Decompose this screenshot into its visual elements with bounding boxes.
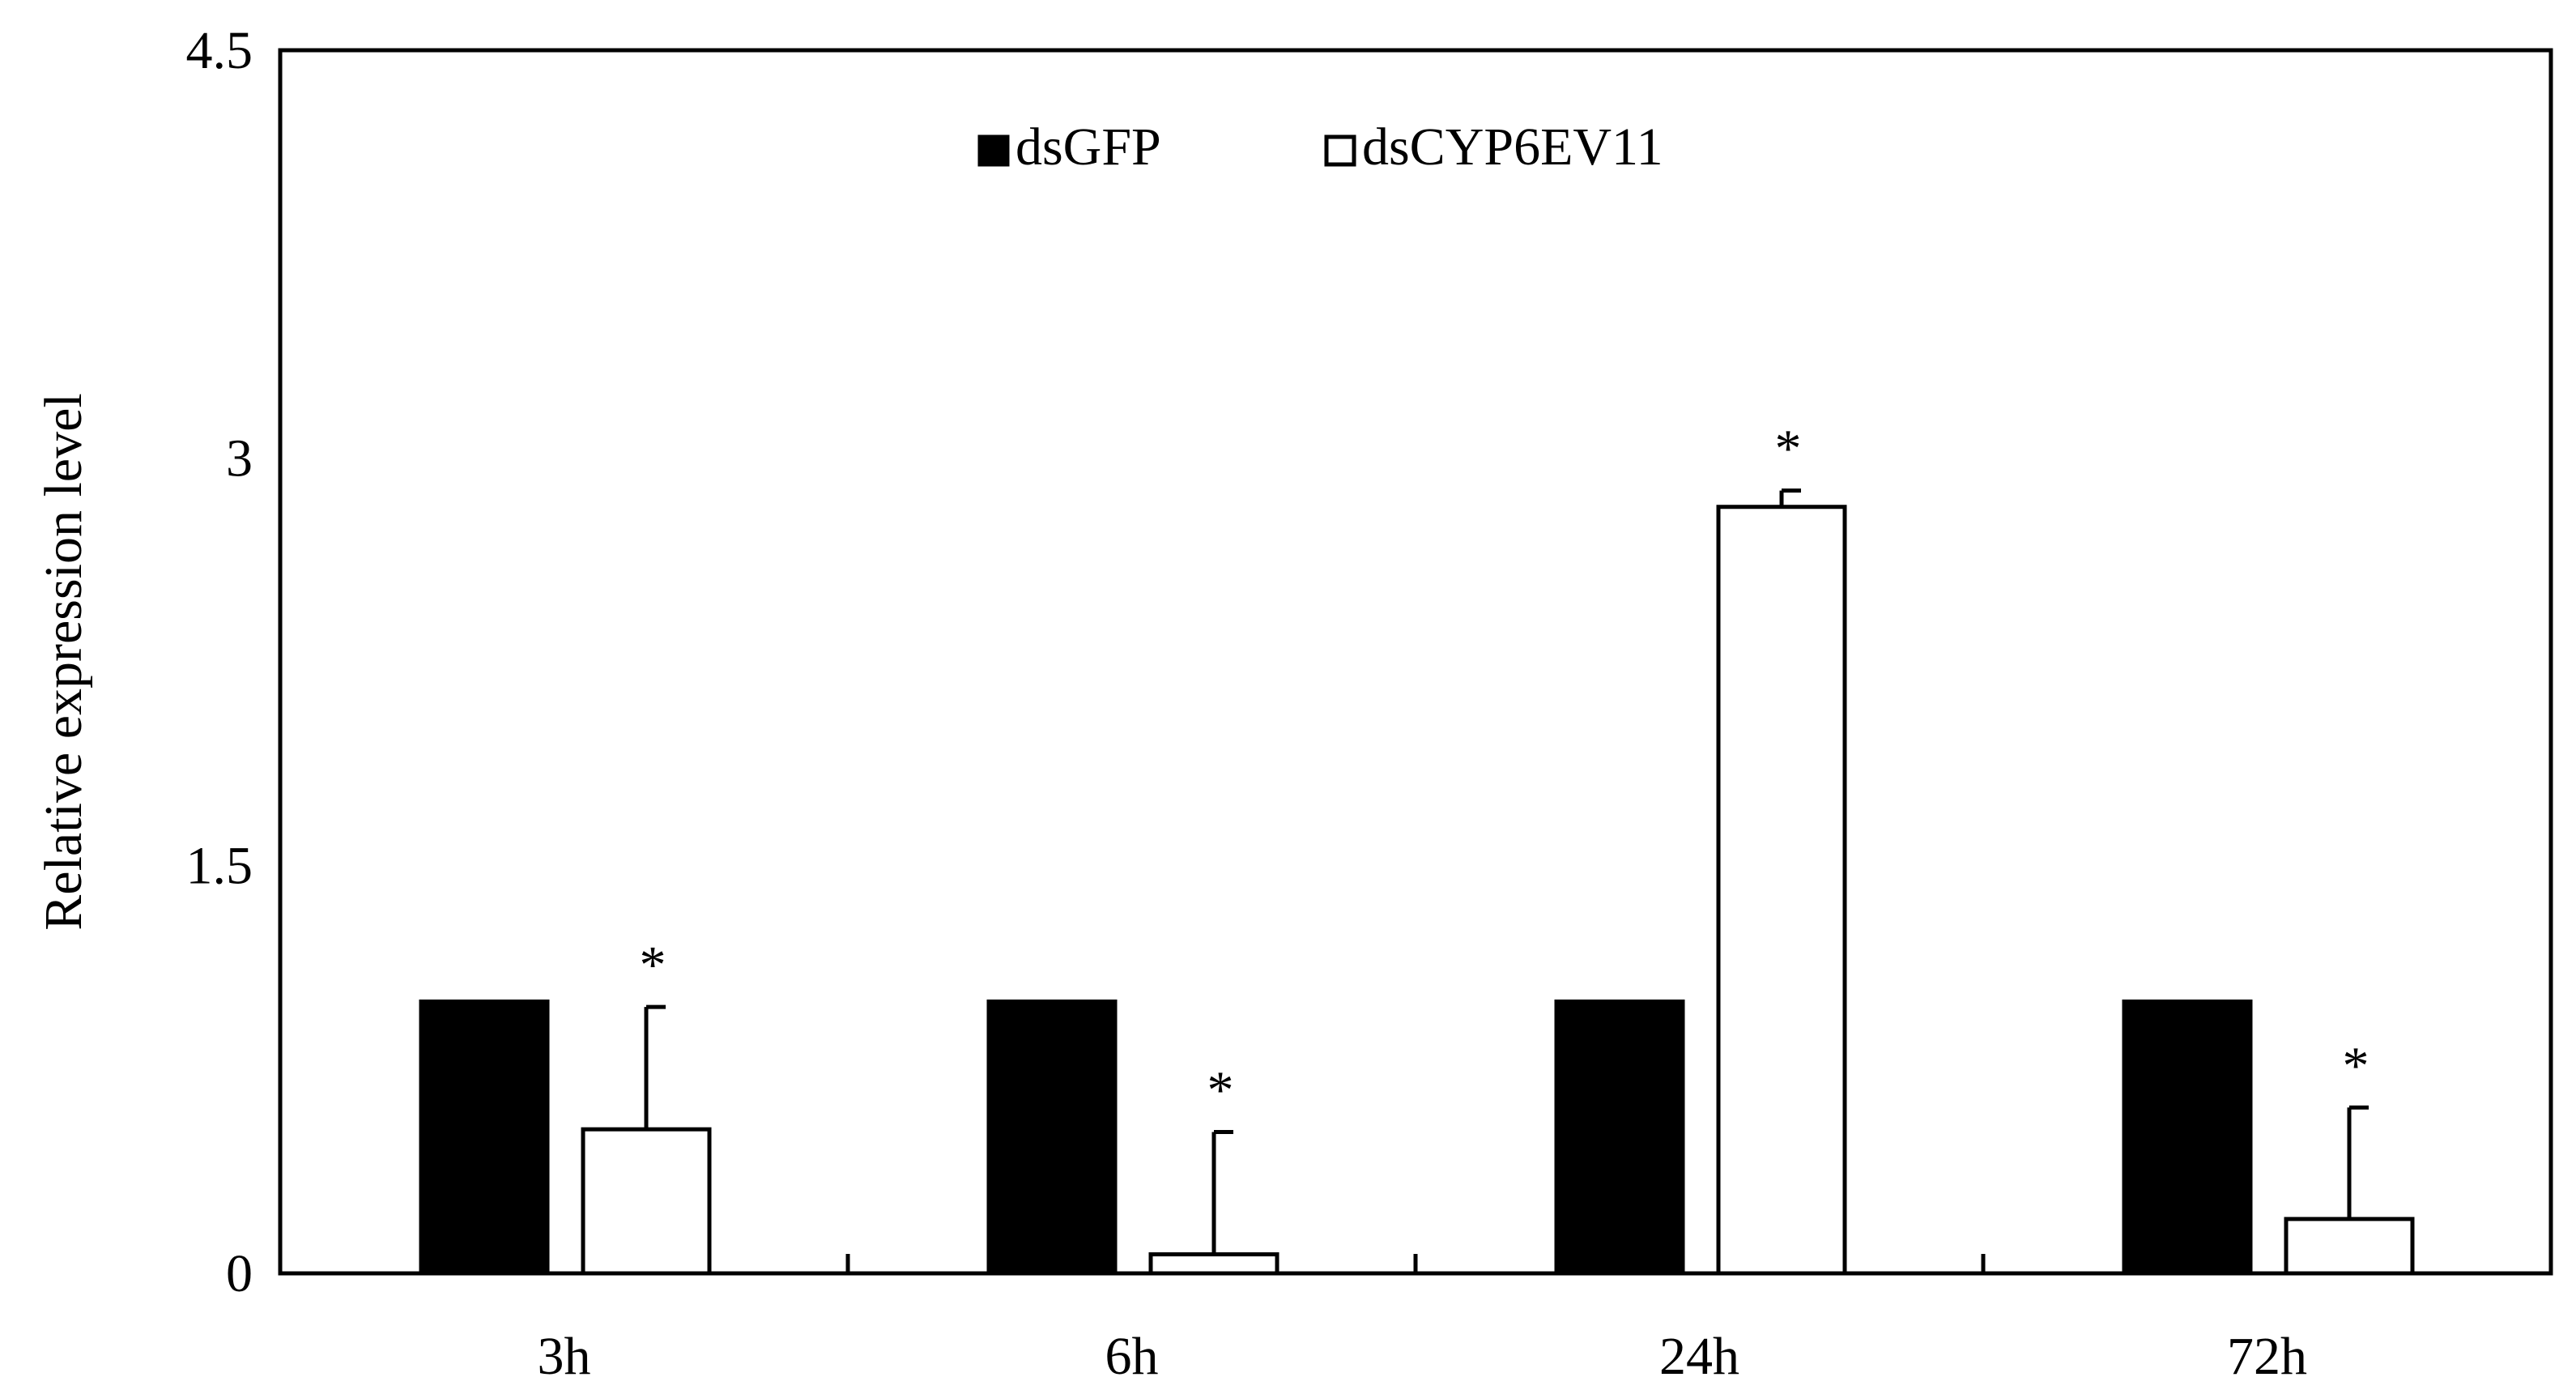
series-dscyp6ev11-bar <box>581 1127 712 1276</box>
error-bars-group <box>644 488 2369 1255</box>
y-axis-label: Relative expression level <box>34 393 93 930</box>
x-tick-label: 6h <box>1105 1327 1159 1386</box>
series-dsgfp-bar <box>986 999 1118 1276</box>
significance-marker: * <box>640 936 666 995</box>
legend-label-series-dsgfp: dsGFP <box>1015 117 1161 177</box>
legend-swatch-series-dsgfp <box>977 134 1010 167</box>
series-dsgfp-bar <box>2122 999 2253 1276</box>
legend: dsGFP dsCYP6EV11 <box>977 117 1663 177</box>
legend-label-series-dscyp6ev11: dsCYP6EV11 <box>1362 117 1663 177</box>
x-axis-ticks: 3h 6h 24h 72h <box>538 1254 2307 1386</box>
y-tick-label: 3 <box>226 429 253 488</box>
significance-marker: * <box>2343 1036 2369 1095</box>
series-dsgfp-bar <box>1554 999 1685 1276</box>
significance-marker: * <box>1775 420 1802 479</box>
series-dscyp6ev11-bar <box>1148 1252 1279 1276</box>
significance-markers-group: * * * * <box>640 420 2369 1120</box>
y-tick-label: 4.5 <box>186 21 253 80</box>
significance-marker: * <box>1207 1061 1234 1120</box>
legend-swatch-series-dscyp6ev11 <box>1324 134 1356 167</box>
y-tick-label: 1.5 <box>186 837 253 896</box>
x-tick-label: 24h <box>1659 1327 1739 1386</box>
x-tick-label: 3h <box>538 1327 591 1386</box>
series-dscyp6ev11-bar <box>1716 505 1847 1276</box>
y-tick-label: 0 <box>226 1244 253 1303</box>
y-axis-ticks: 0 1.5 3 4.5 <box>186 21 253 1303</box>
x-tick-label: 72h <box>2227 1327 2307 1386</box>
series-dsgfp-bar <box>419 999 550 1276</box>
series-dscyp6ev11-bar <box>2284 1217 2415 1276</box>
bars-group <box>419 505 2415 1276</box>
